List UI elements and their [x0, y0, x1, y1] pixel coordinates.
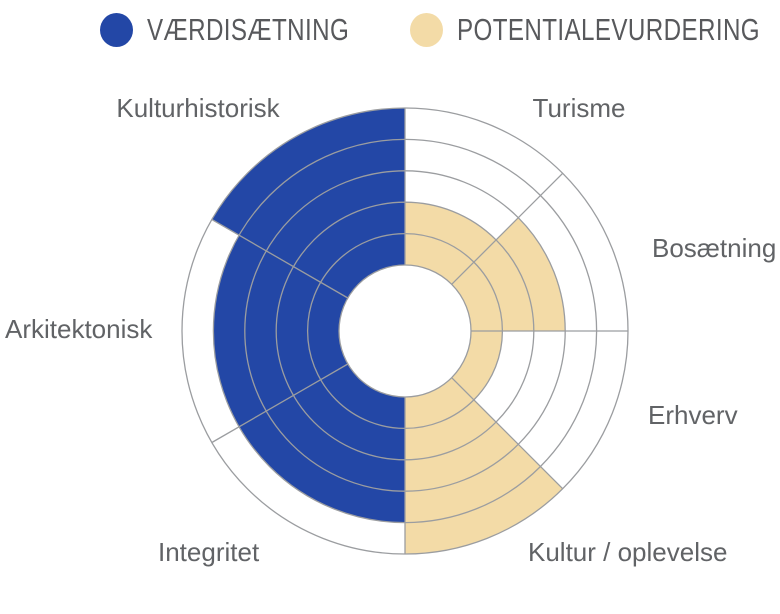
hub-circle: [338, 264, 472, 398]
sector-divider-line: [451, 172, 564, 285]
sector-label-arkitektonisk: Arkitektonisk: [5, 314, 153, 344]
sector-fill: [451, 331, 503, 400]
sector-fill: [239, 364, 405, 523]
sector-label-erhverv: Erhverv: [648, 400, 738, 430]
legend-dot-tan-icon: [410, 13, 443, 47]
legend-dot-blue-icon: [100, 13, 133, 47]
sector-fill: [405, 202, 497, 285]
sector-label-bosaetning: Bosætning: [652, 233, 777, 263]
sector-divider-line: [211, 363, 349, 444]
sector-label-kultur-oplevelse: Kultur / oplevelse: [528, 537, 728, 567]
sector-label-integritet: Integritet: [158, 537, 260, 567]
sector-label-turisme: Turisme: [532, 93, 626, 123]
sector-fill: [213, 235, 348, 427]
legend-item-vaerdisaetning: VÆRDISÆTNING: [100, 12, 406, 48]
sector-fill: [451, 217, 566, 331]
sector-label-kulturhistorisk: Kulturhistorisk: [116, 93, 280, 123]
legend-label-potentialevurdering: POTENTIALEVURDERING: [457, 12, 760, 47]
sector-divider-line: [451, 377, 564, 490]
sector-divider-line: [211, 218, 349, 299]
legend-item-potentialevurdering: POTENTIALEVURDERING: [410, 12, 780, 48]
legend-label-vaerdisaetning: VÆRDISÆTNING: [147, 12, 350, 47]
sector-fill: [405, 377, 563, 554]
